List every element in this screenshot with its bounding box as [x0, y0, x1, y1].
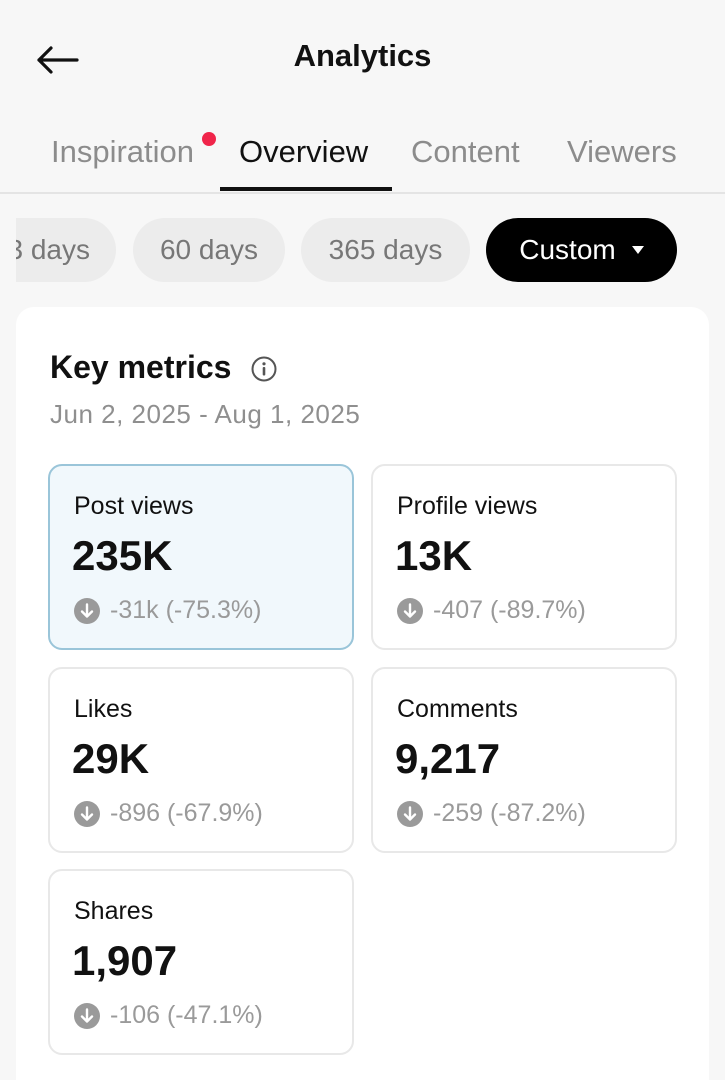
chip-label: 3 days [16, 234, 90, 265]
chip-60-days[interactable]: 60 days [133, 218, 285, 282]
metric-delta: -407 (-89.7%) [397, 596, 586, 625]
metric-card-comments[interactable]: Comments 9,217 -259 (-87.2%) [371, 667, 677, 853]
tab-overview[interactable]: Overview [239, 134, 369, 169]
decrease-arrow-icon [74, 800, 100, 827]
metric-delta-text: -106 (-47.1%) [110, 1001, 263, 1029]
metric-delta-text: -896 (-67.9%) [110, 799, 263, 827]
key-metrics-title: Key metrics [50, 349, 232, 385]
decrease-arrow-icon [397, 800, 423, 827]
back-button[interactable] [32, 38, 82, 82]
date-filter-chips: 3 days 60 days 365 days Custom [16, 216, 725, 284]
metric-value: 29K [72, 735, 150, 782]
metric-label: Likes [74, 695, 133, 723]
metric-label: Shares [74, 897, 154, 925]
notification-dot [202, 132, 216, 146]
back-arrow-icon [37, 46, 79, 74]
metric-value: 235K [72, 532, 173, 579]
metric-delta: -31k (-75.3%) [74, 596, 261, 625]
tab-content[interactable]: Content [411, 134, 520, 169]
metric-card-post-views[interactable]: Post views 235K -31k (-75.3%) [48, 464, 354, 650]
decrease-arrow-icon [397, 597, 423, 624]
metric-delta: -106 (-47.1%) [74, 1001, 263, 1030]
metric-card-likes[interactable]: Likes 29K -896 (-67.9%) [48, 667, 354, 853]
metric-value: 9,217 [395, 735, 501, 782]
decrease-arrow-icon [74, 1002, 100, 1029]
tab-bar: Inspiration Overview Content Viewers [0, 118, 725, 194]
chip-label: 60 days [159, 234, 259, 265]
info-icon[interactable] [250, 355, 278, 383]
chip-label: 365 days [328, 234, 443, 265]
metric-delta: -259 (-87.2%) [397, 799, 586, 828]
chip-label: Custom [519, 234, 616, 265]
page-title: Analytics [293, 38, 432, 73]
tab-viewers[interactable]: Viewers [567, 134, 677, 169]
metric-card-profile-views[interactable]: Profile views 13K -407 (-89.7%) [371, 464, 677, 650]
chip-365-days[interactable]: 365 days [301, 218, 470, 282]
metric-label: Profile views [397, 492, 538, 520]
caret-down-icon [631, 246, 644, 254]
metric-delta-text: -31k (-75.3%) [110, 596, 262, 624]
header: Analytics [0, 0, 725, 120]
metric-label: Post views [74, 492, 194, 520]
key-metrics-card: Key metrics Jun 2, 2025 - Aug 1, 2025 Po… [16, 307, 709, 1080]
chip-3-days[interactable]: 3 days [16, 218, 116, 282]
date-range: Jun 2, 2025 - Aug 1, 2025 [50, 399, 361, 429]
metric-delta-text: -259 (-87.2%) [433, 799, 586, 827]
tab-inspiration[interactable]: Inspiration [51, 134, 195, 169]
chip-custom[interactable]: Custom [486, 218, 677, 282]
metric-label: Comments [397, 695, 518, 723]
decrease-arrow-icon [74, 597, 100, 624]
metric-card-shares[interactable]: Shares 1,907 -106 (-47.1%) [48, 869, 354, 1055]
metric-value: 1,907 [72, 937, 178, 984]
metric-value: 13K [395, 532, 473, 579]
metric-delta-text: -407 (-89.7%) [433, 596, 586, 624]
metric-delta: -896 (-67.9%) [74, 799, 263, 828]
active-tab-indicator [220, 187, 392, 191]
